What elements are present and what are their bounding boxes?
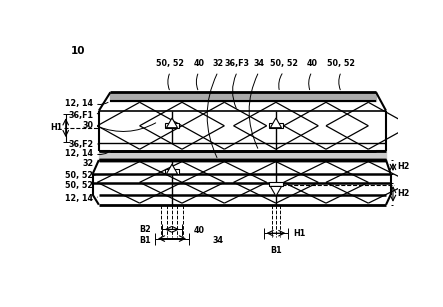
Bar [269, 123, 283, 128]
Text: 34: 34 [213, 236, 224, 245]
Text: 40: 40 [194, 226, 204, 235]
Text: B1: B1 [139, 235, 151, 245]
Bar [165, 169, 179, 174]
Text: 36,F2: 36,F2 [68, 140, 93, 149]
Text: 50, 52: 50, 52 [66, 171, 93, 180]
Text: 40: 40 [307, 59, 318, 68]
Text: 50, 52: 50, 52 [156, 59, 184, 68]
Text: 10: 10 [71, 46, 85, 56]
Text: 32: 32 [213, 59, 224, 68]
Text: 12, 14: 12, 14 [66, 150, 93, 158]
Text: 50, 52: 50, 52 [327, 59, 355, 68]
Text: 50, 52: 50, 52 [270, 59, 298, 68]
Bar [269, 182, 283, 186]
Text: H1: H1 [51, 123, 62, 132]
Text: H1: H1 [293, 229, 305, 239]
Text: H2: H2 [397, 189, 410, 198]
Polygon shape [167, 118, 178, 128]
Polygon shape [167, 164, 178, 174]
Polygon shape [270, 186, 281, 196]
Text: B1: B1 [270, 247, 282, 255]
Text: 40: 40 [194, 59, 204, 68]
Text: 12, 14: 12, 14 [66, 99, 93, 108]
Text: 50, 52: 50, 52 [66, 181, 93, 190]
Text: 34: 34 [253, 59, 264, 68]
Text: 12, 14: 12, 14 [66, 194, 93, 203]
Polygon shape [270, 118, 281, 128]
Bar [165, 123, 179, 128]
Text: 32: 32 [82, 159, 93, 169]
Text: 30: 30 [82, 121, 93, 130]
Text: 36,F1: 36,F1 [68, 111, 93, 120]
Text: H2: H2 [397, 162, 410, 172]
Text: B2: B2 [139, 225, 151, 234]
Text: 36,F3: 36,F3 [225, 59, 250, 68]
